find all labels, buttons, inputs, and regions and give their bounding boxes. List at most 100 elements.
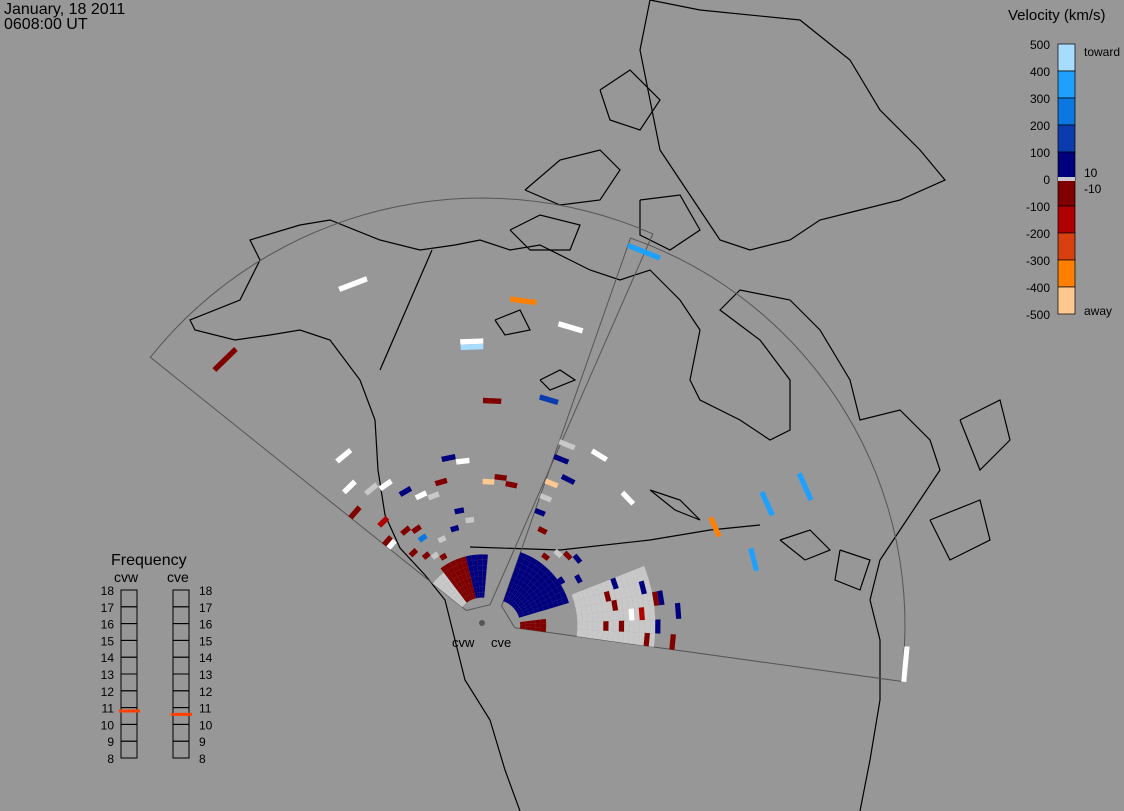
frequency-tick: 16 xyxy=(101,618,115,632)
velocity-cell xyxy=(476,586,480,593)
velocity-cell xyxy=(598,592,607,603)
velocity-cell xyxy=(472,593,476,599)
velocity-cell xyxy=(455,557,462,565)
colorbar-bin xyxy=(1057,124,1076,153)
velocity-cell xyxy=(652,591,660,606)
velocity-cell xyxy=(590,585,599,596)
velocity-cell xyxy=(450,571,458,579)
velocity-cell xyxy=(560,473,576,485)
cve-fov-outline xyxy=(501,237,906,682)
velocity-cell xyxy=(759,490,775,517)
velocity-cell xyxy=(517,557,525,565)
velocity-cell xyxy=(590,448,609,462)
velocity-cell xyxy=(377,515,390,528)
frequency-cell xyxy=(172,589,190,608)
velocity-cell xyxy=(477,570,483,577)
velocity-cell xyxy=(411,524,422,534)
velocity-cell xyxy=(443,576,451,585)
velocity-cell xyxy=(529,591,537,598)
velocity-cell xyxy=(535,623,541,628)
velocity-cell xyxy=(468,582,474,589)
velocity-cell xyxy=(341,479,357,495)
velocity-cell xyxy=(514,584,521,592)
velocity-cell xyxy=(450,585,457,593)
velocity-cell xyxy=(449,524,460,533)
velocity-cell xyxy=(474,592,478,599)
velocity-cell xyxy=(513,578,520,585)
velocity-cell xyxy=(628,608,635,621)
velocity-cell xyxy=(509,599,515,606)
velocity-cell xyxy=(547,602,555,609)
velocity-cell xyxy=(457,594,464,601)
velocity-cell xyxy=(516,609,523,614)
frequency-cell xyxy=(120,723,138,742)
velocity-cell xyxy=(638,607,645,621)
velocity-cell xyxy=(457,601,464,608)
colorbar-bin xyxy=(1057,43,1076,72)
coastline xyxy=(639,194,701,251)
velocity-cell xyxy=(476,554,483,560)
velocity-cell xyxy=(550,595,558,603)
velocity-cell xyxy=(505,597,510,603)
cvw-label: cvw xyxy=(452,635,475,650)
velocity-cell xyxy=(482,576,487,582)
velocity-cell xyxy=(451,592,458,599)
frequency-panel: 18 17 16 15 14 13 12 11 10 9 8 18 17 16 15 14 13 12 11 10 9 8 xyxy=(101,584,213,766)
velocity-cell xyxy=(538,595,546,603)
velocity-cell xyxy=(472,565,478,572)
velocity-cell xyxy=(479,586,483,593)
velocity-cell xyxy=(513,566,521,574)
velocity-cell xyxy=(461,561,469,569)
frequency-tick: 8 xyxy=(107,752,114,766)
velocity-cell xyxy=(627,242,662,261)
velocity-cell xyxy=(456,587,463,595)
velocity-cell xyxy=(441,587,448,594)
colorbar-tick: 500 xyxy=(1030,38,1050,52)
velocity-cell xyxy=(378,478,393,492)
velocity-cell xyxy=(515,606,521,612)
inner-label-10: 10 xyxy=(1084,166,1098,180)
velocity-cell xyxy=(441,453,456,462)
velocity-cell xyxy=(574,573,583,584)
velocity-cell xyxy=(613,587,622,600)
velocity-cell xyxy=(608,589,617,601)
velocity-cell xyxy=(523,600,530,607)
velocity-cell xyxy=(530,577,538,585)
colorbar-tick: 0 xyxy=(1043,173,1050,187)
coastline xyxy=(189,219,941,811)
velocity-cell xyxy=(414,490,428,501)
velocity-cell xyxy=(452,564,460,572)
inner-label-minus-10: -10 xyxy=(1084,182,1102,196)
frequency-tick: 15 xyxy=(101,634,115,648)
velocity-scale-title: Velocity (km/s) xyxy=(1008,7,1106,24)
velocity-cell xyxy=(612,610,619,622)
velocity-cell xyxy=(517,580,524,587)
velocity-cell xyxy=(553,579,561,588)
velocity-cell xyxy=(639,619,645,633)
velocity-cell xyxy=(553,548,563,559)
coastline xyxy=(639,0,946,251)
velocity-cell xyxy=(587,613,593,622)
frequency-tick: 11 xyxy=(199,702,212,716)
velocity-cell xyxy=(523,611,530,617)
coastline xyxy=(834,549,871,591)
velocity-cell xyxy=(618,609,625,621)
velocity-cell xyxy=(581,629,588,638)
velocity-cell xyxy=(530,620,536,624)
velocity-cell xyxy=(519,626,526,630)
velocity-cell xyxy=(576,629,583,638)
frequency-cell xyxy=(172,606,190,625)
velocity-cell xyxy=(572,553,583,564)
velocity-cell xyxy=(520,623,526,627)
velocity-cell xyxy=(540,623,547,628)
frequency-tick: 12 xyxy=(101,685,115,699)
velocity-cell xyxy=(520,621,526,625)
velocity-cell xyxy=(622,631,630,644)
velocity-cell xyxy=(641,593,650,608)
velocity-cell xyxy=(436,575,444,584)
velocity-cell xyxy=(549,574,558,583)
frequency-cell xyxy=(120,740,138,759)
velocity-cell xyxy=(477,565,483,571)
velocity-cell xyxy=(557,598,564,606)
velocity-cell xyxy=(531,604,538,610)
